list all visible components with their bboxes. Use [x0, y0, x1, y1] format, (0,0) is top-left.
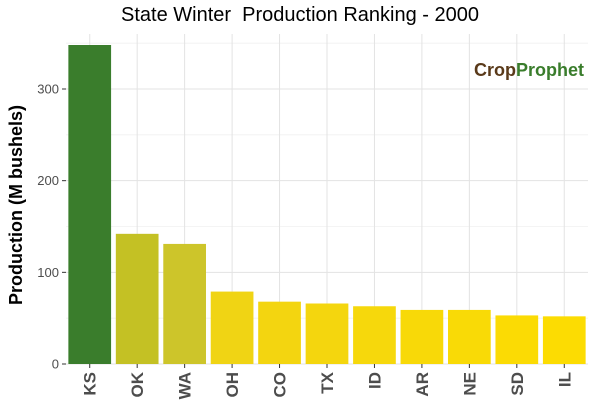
y-tick-label: 100 [37, 265, 59, 280]
x-tick-label: TX [318, 371, 337, 393]
x-tick-label: WA [176, 372, 195, 399]
chart-title: State Winter Production Ranking - 2000 [121, 4, 479, 26]
x-axis: KS OK WA OH CO TX ID AR NE SD IL [81, 364, 574, 399]
bar-ne [448, 309, 491, 364]
bar-ok [115, 233, 159, 364]
y-axis-label: Production (M bushels) [6, 105, 26, 305]
x-tick-label: IL [555, 372, 574, 387]
cropprophet-logo: CropProphet [474, 60, 584, 81]
logo-prophet-text: Prophet [516, 60, 585, 80]
x-tick-label: AR [413, 372, 432, 397]
bar-id [353, 306, 396, 364]
x-tick-label: OK [128, 371, 147, 397]
y-axis: 0 100 200 300 [37, 82, 66, 372]
bars [68, 45, 586, 364]
x-tick-label: ID [365, 372, 384, 389]
bar-co [258, 301, 301, 364]
y-tick-label: 200 [37, 173, 59, 188]
x-tick-label: OH [223, 372, 242, 398]
x-tick-label: SD [508, 372, 527, 396]
y-tick-label: 0 [52, 357, 59, 372]
logo-crop-text: Crop [474, 60, 516, 80]
y-tick-label: 300 [37, 82, 59, 97]
x-tick-label: NE [460, 372, 479, 396]
bar-ks [68, 45, 112, 364]
x-tick-label: CO [271, 372, 290, 398]
bar-sd [495, 315, 539, 364]
bar-oh [210, 291, 254, 364]
bar-wa [163, 243, 206, 364]
bar-tx [305, 303, 349, 364]
x-tick-label: KS [81, 372, 100, 396]
bar-il [542, 316, 586, 364]
bar-ar [400, 309, 444, 364]
